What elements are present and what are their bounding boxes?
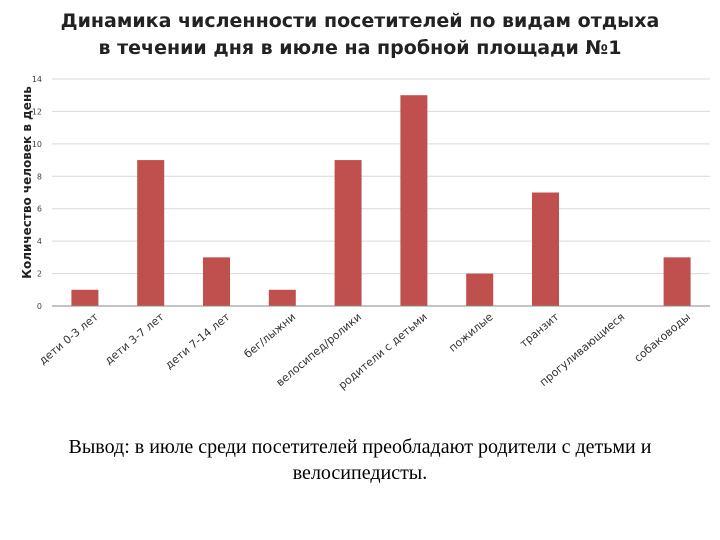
chart-title: Динамика численности посетителей по вида… <box>0 8 720 62</box>
y-axis-label: Количество человек в день <box>20 86 34 279</box>
chart-title-line-1: Динамика численности посетителей по вида… <box>60 10 660 32</box>
bars <box>71 95 691 306</box>
y-tick-label: 0 <box>37 302 42 311</box>
y-tick-label: 12 <box>32 107 42 116</box>
y-tick-label: 10 <box>32 140 42 149</box>
bar <box>203 257 230 306</box>
y-tick-label: 2 <box>37 270 42 279</box>
x-tick-label: дети 3-7 лет <box>102 310 167 367</box>
x-tick-label: дети 0-3 лет <box>36 310 101 367</box>
bar <box>71 289 99 306</box>
conclusion-line-1: Вывод: в июле среди посетителей преоблад… <box>68 436 652 458</box>
bar-chart: 0 2 4 6 8 10 12 14 дети 0-3 лет дети 3-7 летдети… <box>20 75 710 392</box>
bar <box>334 160 362 306</box>
x-tick-label: дети 7-14 лет <box>163 310 233 372</box>
x-tick-label: собаководы <box>632 310 693 364</box>
bar <box>663 257 691 306</box>
x-tick-label: пожилые <box>446 310 495 354</box>
bar <box>466 273 494 306</box>
y-tick-label: 8 <box>37 172 42 181</box>
y-axis-ticks: 0 2 4 6 8 10 12 14 <box>32 75 42 311</box>
x-tick-label: транзит <box>517 310 562 350</box>
bar <box>400 95 428 306</box>
y-tick-label: 6 <box>37 205 42 214</box>
conclusion-line-2: велосипедисты. <box>292 462 428 484</box>
y-tick-label: 14 <box>32 75 42 84</box>
bar <box>137 160 165 306</box>
conclusion-text: Вывод: в июле среди посетителей преоблад… <box>0 434 720 486</box>
chart-title-line-2: в течении дня в июле на пробной площади … <box>98 37 622 59</box>
bar <box>532 192 559 306</box>
x-tick-label: бег/лыжни <box>242 310 299 360</box>
bar <box>268 289 296 306</box>
y-tick-label: 4 <box>37 237 42 246</box>
